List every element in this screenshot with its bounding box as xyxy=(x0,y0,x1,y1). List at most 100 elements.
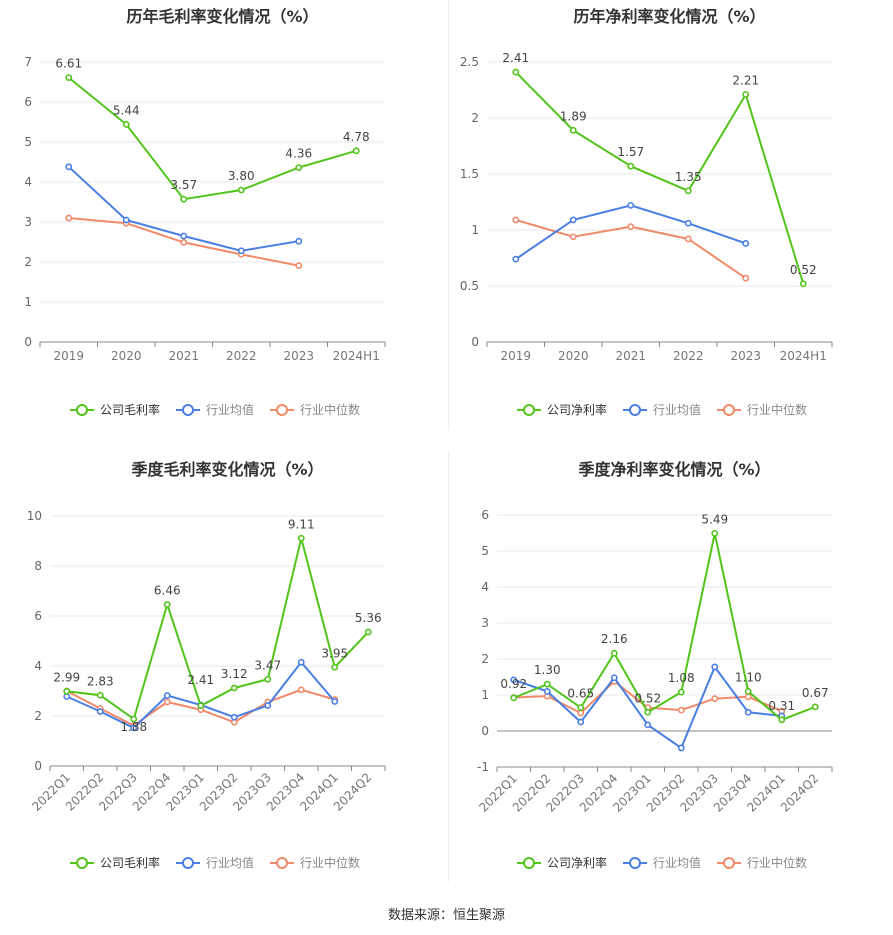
legend-marker-avg xyxy=(629,404,641,416)
data-point-avg xyxy=(331,698,339,705)
legend-marker-median xyxy=(276,857,288,869)
y-tick-label: 5 xyxy=(24,135,32,149)
legend-label-avg: 行业均值 xyxy=(206,402,254,417)
legend-marker-company xyxy=(76,857,88,869)
y-tick-label: 6 xyxy=(34,609,42,623)
chart-title: 历年毛利率变化情况（%） xyxy=(126,7,318,26)
legend-label-median: 行业中位数 xyxy=(747,402,807,417)
legend-label-avg: 行业均值 xyxy=(653,402,701,417)
data-point-company xyxy=(684,187,692,195)
y-tick-label: 0 xyxy=(24,335,32,349)
x-tick-label: 2021 xyxy=(615,349,646,363)
series-line-company xyxy=(513,533,816,721)
legend-marker-median xyxy=(723,404,735,416)
panel-divider xyxy=(448,0,449,430)
legend-label-company: 公司毛利率 xyxy=(100,402,160,417)
legend-label-avg: 行业均值 xyxy=(653,855,701,870)
data-point-median xyxy=(163,698,171,706)
x-tick-label: 2023 xyxy=(283,349,314,363)
quarterly-gross-margin-chart: 季度毛利率变化情况（%）02468102022Q12022Q22022Q3202… xyxy=(27,460,386,870)
x-tick-label: 2021 xyxy=(168,349,199,363)
y-tick-label: 7 xyxy=(24,55,32,69)
legend-marker-avg xyxy=(182,404,194,416)
data-point-avg xyxy=(230,713,238,721)
data-label: 2.21 xyxy=(732,73,759,87)
chart-title: 季度毛利率变化情况（%） xyxy=(130,460,323,479)
data-point-company xyxy=(577,704,585,711)
data-point-avg xyxy=(96,708,104,715)
legend-label-company: 公司净利率 xyxy=(547,855,607,870)
data-point-company xyxy=(295,164,303,171)
y-tick-label: 3 xyxy=(24,215,32,229)
x-tick-label: 2022 xyxy=(226,349,257,363)
data-point-avg xyxy=(610,674,618,682)
data-label: 0.92 xyxy=(500,677,527,691)
series-line-company xyxy=(66,537,369,721)
data-point-avg xyxy=(264,702,272,709)
data-point-company xyxy=(130,715,138,723)
data-point-company xyxy=(180,195,188,203)
x-tick-label: 2020 xyxy=(558,349,589,363)
y-tick-label: 4 xyxy=(34,659,42,673)
data-point-avg xyxy=(677,744,685,752)
data-point-company xyxy=(237,186,245,194)
data-point-median xyxy=(744,693,752,701)
data-point-avg xyxy=(510,676,518,684)
x-tick-label: 2023 xyxy=(730,349,761,363)
data-point-avg xyxy=(711,663,719,671)
data-label: 1.57 xyxy=(617,145,644,159)
data-label: 0.31 xyxy=(768,699,795,713)
panel-divider-lower xyxy=(448,452,449,882)
data-point-company xyxy=(543,680,551,688)
annual-net-margin-chart: 历年净利率变化情况（%） 0 0.5 1 1.5 2 2.5 2019 2020 2021 2022… xyxy=(460,7,833,417)
x-tick-label: 2024H1 xyxy=(333,349,380,363)
y-tick-label: 6 xyxy=(24,95,32,109)
data-point-company xyxy=(163,601,171,608)
data-point-company xyxy=(364,628,372,636)
chart-title: 历年净利率变化情况（%） xyxy=(573,7,765,26)
data-point-company xyxy=(63,687,71,695)
data-point-company xyxy=(122,121,130,128)
y-tick-label: 0 xyxy=(471,335,479,349)
data-point-avg xyxy=(295,237,303,245)
data-point-avg xyxy=(180,232,188,240)
data-source: 数据来源：恒生聚源 xyxy=(387,908,505,923)
data-point-company xyxy=(610,649,618,657)
data-point-avg xyxy=(130,724,138,732)
legend-label-median: 行业中位数 xyxy=(300,402,360,417)
data-point-median xyxy=(577,709,585,717)
data-point-median xyxy=(569,233,577,241)
data-label: 1.10 xyxy=(735,670,762,684)
data-point-avg xyxy=(577,718,585,726)
data-label: 6.61 xyxy=(55,57,82,71)
legend-label-median: 行业中位数 xyxy=(300,855,360,870)
data-label: 3.47 xyxy=(254,658,281,672)
x-tick-label: 2019 xyxy=(53,349,84,363)
x-tick-label: 2022 xyxy=(673,349,704,363)
data-point-company xyxy=(744,687,752,695)
quarterly-net-margin-chart: 季度净利率变化情况（%）-101234562022Q12022Q22022Q32… xyxy=(476,460,833,870)
y-tick-label: 2 xyxy=(471,111,479,125)
y-tick-label: 2 xyxy=(34,709,42,723)
data-point-avg xyxy=(297,658,305,666)
data-label: 5.36 xyxy=(355,611,382,625)
data-label: 2.83 xyxy=(87,674,114,688)
series-line-avg xyxy=(515,204,747,260)
y-tick-label: 2.5 xyxy=(460,55,479,69)
data-label: 0.65 xyxy=(567,687,594,701)
y-tick-label: 1 xyxy=(481,688,489,702)
y-tick-label: 1 xyxy=(471,223,479,237)
legend-marker-company xyxy=(523,404,535,416)
data-point-company xyxy=(799,280,807,288)
data-point-company xyxy=(711,529,719,537)
y-tick-label: 0 xyxy=(34,759,42,773)
data-point-median xyxy=(512,216,520,224)
data-point-median xyxy=(627,223,635,231)
y-tick-label: 8 xyxy=(34,559,42,573)
y-tick-label: 1.5 xyxy=(460,167,479,181)
data-label: 3.95 xyxy=(321,646,348,660)
data-point-median xyxy=(742,274,750,282)
data-point-company xyxy=(742,91,750,98)
data-label: 1.88 xyxy=(120,720,147,734)
data-label: 3.57 xyxy=(170,178,197,192)
